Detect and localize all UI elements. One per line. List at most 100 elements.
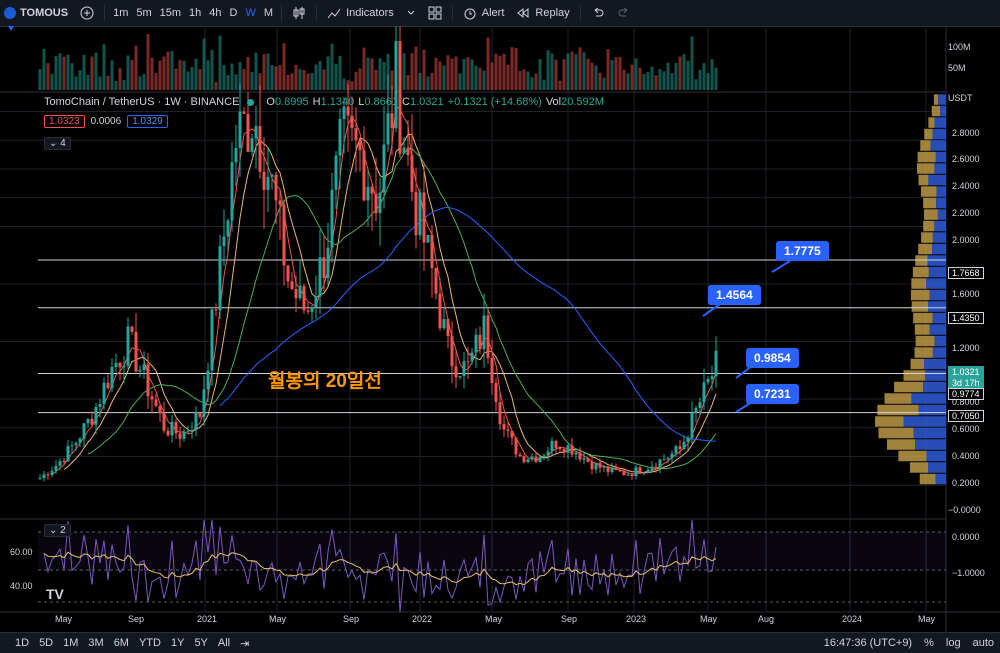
layout-grid-icon — [428, 6, 442, 20]
callout-1-7775[interactable]: 1.7775 — [776, 241, 829, 261]
candle-body — [210, 309, 214, 371]
redo-button[interactable] — [611, 0, 637, 26]
level-tag-0-9774: 0.9774 — [948, 388, 984, 400]
volume-bar — [386, 53, 390, 90]
range-all[interactable]: All — [217, 637, 231, 649]
volume-bar — [330, 43, 334, 90]
volume-bar — [266, 53, 270, 90]
legend-title: TomoChain / TetherUS · 1W · BINANCE — [44, 96, 240, 108]
volume-bar — [102, 44, 106, 90]
tf-4h[interactable]: 4h — [209, 7, 222, 19]
volume-label-100m: 100M — [948, 42, 971, 52]
profile-bar-buy — [932, 312, 946, 324]
candle-body — [602, 466, 606, 468]
profile-bar-sell — [915, 335, 935, 347]
tf-m[interactable]: M — [263, 7, 274, 19]
volume-bar — [306, 73, 310, 90]
tf-w[interactable]: W — [245, 7, 256, 19]
volume-bar — [38, 69, 42, 90]
level-tag-1-7668: 1.7668 — [948, 267, 984, 279]
tradingview-logo-icon: TV — [46, 586, 64, 602]
alert-button[interactable]: Alert — [457, 0, 511, 26]
volume-bar — [606, 49, 610, 90]
volume-bar — [254, 52, 258, 90]
range-3m[interactable]: 3M — [88, 637, 104, 649]
price-scale-currency[interactable]: USDT — [948, 93, 973, 103]
volume-bar — [170, 51, 174, 90]
range-1y[interactable]: 1Y — [170, 637, 185, 649]
volume-bar — [342, 78, 346, 90]
volume-bars — [38, 34, 718, 90]
undo-button[interactable] — [585, 0, 611, 26]
volume-bar — [314, 64, 318, 90]
range-5y[interactable]: 5Y — [194, 637, 208, 649]
candle-body — [354, 128, 358, 141]
candle-body — [386, 113, 390, 145]
candle-body — [630, 474, 634, 477]
range-5d[interactable]: 5D — [39, 637, 54, 649]
range-ytd[interactable]: YTD — [138, 637, 161, 649]
candle-body — [198, 412, 202, 417]
tf-1h[interactable]: 1h — [189, 7, 202, 19]
log-toggle[interactable]: log — [945, 637, 961, 649]
candle-body — [690, 413, 694, 438]
tf-5m[interactable]: 5m — [136, 7, 152, 19]
volume-bar — [506, 64, 510, 90]
volume-bar — [430, 72, 434, 90]
rsi-collapse-button[interactable]: ⌄ 2 — [44, 524, 71, 537]
candle-body — [366, 186, 370, 201]
profile-bar-buy — [915, 439, 946, 450]
auto-toggle[interactable]: auto — [972, 637, 994, 649]
candle-body — [278, 200, 282, 205]
volume-bar — [554, 59, 558, 90]
indicators-button[interactable]: Indicators — [321, 0, 400, 26]
candle-body — [110, 366, 114, 389]
profile-bar-sell — [903, 370, 926, 381]
candle-body — [586, 457, 590, 462]
replay-button[interactable]: Replay — [510, 0, 575, 26]
candle-body — [554, 440, 558, 448]
candle-body — [374, 193, 378, 214]
symbol-search[interactable]: TOMOUS — [0, 0, 74, 26]
volume-bar — [562, 59, 566, 90]
profile-bar-sell — [923, 197, 937, 209]
chart-canvas[interactable] — [0, 26, 1000, 632]
profile-bar-sell — [910, 358, 925, 370]
price-label: 2.0000 — [952, 235, 980, 245]
volume-bar — [666, 62, 670, 90]
time-label: 2023 — [626, 614, 647, 624]
compare-button[interactable] — [74, 0, 100, 26]
volume-bar — [302, 69, 306, 90]
candle-body — [94, 407, 98, 425]
candle-body — [430, 234, 434, 269]
profile-bar-buy — [936, 186, 946, 197]
indicators-collapse-button[interactable]: ⌄ 4 — [44, 137, 71, 150]
callout-0-9854[interactable]: 0.9854 — [746, 348, 799, 368]
tf-15m[interactable]: 15m — [159, 7, 182, 19]
range-1d[interactable]: 1D — [15, 637, 30, 649]
callout-0-7231[interactable]: 0.7231 — [746, 384, 799, 404]
chart-type-button[interactable] — [286, 0, 312, 26]
candle-body — [226, 220, 230, 237]
tf-1m[interactable]: 1m — [113, 7, 129, 19]
top-toolbar: TOMOUS 1m 5m 15m 1h 4h D W M Indicators … — [0, 0, 1000, 27]
profile-bar-buy — [932, 243, 946, 255]
candle-body — [474, 334, 478, 353]
clock[interactable]: 16:47:36 (UTC+9) — [823, 637, 913, 649]
profile-bar-buy — [918, 404, 946, 416]
layouts-button[interactable] — [422, 0, 448, 26]
volume-bar — [42, 48, 46, 90]
range-1m[interactable]: 1M — [63, 637, 79, 649]
range-6m[interactable]: 6M — [113, 637, 129, 649]
candle-body — [674, 446, 678, 454]
volume-bar — [590, 62, 594, 90]
callout-1-4564[interactable]: 1.4564 — [708, 285, 761, 305]
profile-bar-sell — [918, 174, 929, 186]
candle-body — [370, 186, 374, 194]
candle-body — [414, 191, 418, 236]
volume-bar — [602, 77, 606, 90]
tf-d[interactable]: D — [229, 7, 238, 19]
indicator-dropdown[interactable] — [400, 0, 422, 26]
percent-toggle[interactable]: % — [924, 637, 934, 649]
date-range-icon[interactable]: ⇥ — [240, 637, 250, 650]
